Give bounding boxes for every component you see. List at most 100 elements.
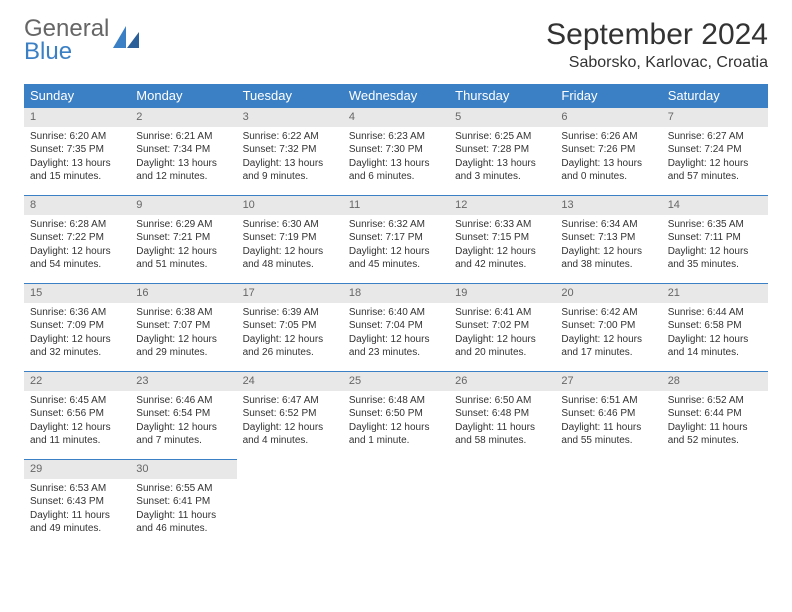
day-details: Sunrise: 6:52 AMSunset: 6:44 PMDaylight:… [662, 391, 768, 454]
daylight-text: Daylight: 12 hours and 42 minutes. [455, 245, 549, 272]
daylight-text: Daylight: 12 hours and 20 minutes. [455, 333, 549, 360]
sunset-text: Sunset: 6:52 PM [243, 407, 337, 421]
daylight-text: Daylight: 13 hours and 12 minutes. [136, 157, 230, 184]
day-number: 27 [555, 371, 661, 391]
sunrise-text: Sunrise: 6:38 AM [136, 306, 230, 320]
day-details: Sunrise: 6:44 AMSunset: 6:58 PMDaylight:… [662, 303, 768, 366]
daylight-text: Daylight: 11 hours and 49 minutes. [30, 509, 124, 536]
weekday-header: Sunday [24, 84, 130, 107]
day-details: Sunrise: 6:26 AMSunset: 7:26 PMDaylight:… [555, 127, 661, 190]
sunrise-text: Sunrise: 6:29 AM [136, 218, 230, 232]
day-number: 17 [237, 283, 343, 303]
sunset-text: Sunset: 7:32 PM [243, 143, 337, 157]
calendar-day-cell: 22Sunrise: 6:45 AMSunset: 6:56 PMDayligh… [24, 371, 130, 459]
sunrise-text: Sunrise: 6:22 AM [243, 130, 337, 144]
sunset-text: Sunset: 7:15 PM [455, 231, 549, 245]
daylight-text: Daylight: 13 hours and 9 minutes. [243, 157, 337, 184]
day-number: 7 [662, 107, 768, 127]
sunset-text: Sunset: 6:54 PM [136, 407, 230, 421]
day-details: Sunrise: 6:41 AMSunset: 7:02 PMDaylight:… [449, 303, 555, 366]
calendar-day-cell: 15Sunrise: 6:36 AMSunset: 7:09 PMDayligh… [24, 283, 130, 371]
weekday-header: Monday [130, 84, 236, 107]
daylight-text: Daylight: 13 hours and 15 minutes. [30, 157, 124, 184]
day-details: Sunrise: 6:27 AMSunset: 7:24 PMDaylight:… [662, 127, 768, 190]
calendar-day-cell: . [662, 459, 768, 547]
calendar-day-cell: 11Sunrise: 6:32 AMSunset: 7:17 PMDayligh… [343, 195, 449, 283]
calendar-day-cell: 14Sunrise: 6:35 AMSunset: 7:11 PMDayligh… [662, 195, 768, 283]
sunset-text: Sunset: 7:05 PM [243, 319, 337, 333]
calendar-day-cell: 27Sunrise: 6:51 AMSunset: 6:46 PMDayligh… [555, 371, 661, 459]
sunrise-text: Sunrise: 6:36 AM [30, 306, 124, 320]
day-details: Sunrise: 6:46 AMSunset: 6:54 PMDaylight:… [130, 391, 236, 454]
day-details: Sunrise: 6:38 AMSunset: 7:07 PMDaylight:… [130, 303, 236, 366]
sunset-text: Sunset: 6:48 PM [455, 407, 549, 421]
day-details: Sunrise: 6:28 AMSunset: 7:22 PMDaylight:… [24, 215, 130, 278]
calendar-day-cell: . [237, 459, 343, 547]
day-details: Sunrise: 6:20 AMSunset: 7:35 PMDaylight:… [24, 127, 130, 190]
sunrise-text: Sunrise: 6:23 AM [349, 130, 443, 144]
sunset-text: Sunset: 6:46 PM [561, 407, 655, 421]
calendar-week-row: 8Sunrise: 6:28 AMSunset: 7:22 PMDaylight… [24, 195, 768, 283]
sunset-text: Sunset: 7:07 PM [136, 319, 230, 333]
day-details: Sunrise: 6:39 AMSunset: 7:05 PMDaylight:… [237, 303, 343, 366]
day-number: 15 [24, 283, 130, 303]
daylight-text: Daylight: 11 hours and 52 minutes. [668, 421, 762, 448]
sunrise-text: Sunrise: 6:41 AM [455, 306, 549, 320]
daylight-text: Daylight: 12 hours and 51 minutes. [136, 245, 230, 272]
day-details: Sunrise: 6:33 AMSunset: 7:15 PMDaylight:… [449, 215, 555, 278]
sunrise-text: Sunrise: 6:45 AM [30, 394, 124, 408]
sunset-text: Sunset: 7:26 PM [561, 143, 655, 157]
sunset-text: Sunset: 7:00 PM [561, 319, 655, 333]
daylight-text: Daylight: 12 hours and 38 minutes. [561, 245, 655, 272]
day-number: 30 [130, 459, 236, 479]
weekday-header: Friday [555, 84, 661, 107]
day-number: 4 [343, 107, 449, 127]
sunset-text: Sunset: 7:28 PM [455, 143, 549, 157]
location-subtitle: Saborsko, Karlovac, Croatia [546, 54, 768, 72]
daylight-text: Daylight: 12 hours and 32 minutes. [30, 333, 124, 360]
day-number: 24 [237, 371, 343, 391]
day-number: 1 [24, 107, 130, 127]
weekday-header: Wednesday [343, 84, 449, 107]
day-details: Sunrise: 6:50 AMSunset: 6:48 PMDaylight:… [449, 391, 555, 454]
sunrise-text: Sunrise: 6:52 AM [668, 394, 762, 408]
sunrise-text: Sunrise: 6:25 AM [455, 130, 549, 144]
daylight-text: Daylight: 12 hours and 14 minutes. [668, 333, 762, 360]
calendar-day-cell: 30Sunrise: 6:55 AMSunset: 6:41 PMDayligh… [130, 459, 236, 547]
calendar-day-cell: 5Sunrise: 6:25 AMSunset: 7:28 PMDaylight… [449, 107, 555, 195]
calendar-day-cell: 16Sunrise: 6:38 AMSunset: 7:07 PMDayligh… [130, 283, 236, 371]
daylight-text: Daylight: 12 hours and 48 minutes. [243, 245, 337, 272]
sunrise-text: Sunrise: 6:21 AM [136, 130, 230, 144]
calendar-day-cell: 2Sunrise: 6:21 AMSunset: 7:34 PMDaylight… [130, 107, 236, 195]
daylight-text: Daylight: 12 hours and 17 minutes. [561, 333, 655, 360]
weekday-header: Tuesday [237, 84, 343, 107]
day-number: 20 [555, 283, 661, 303]
daylight-text: Daylight: 13 hours and 6 minutes. [349, 157, 443, 184]
title-block: September 2024 Saborsko, Karlovac, Croat… [546, 18, 768, 72]
daylight-text: Daylight: 12 hours and 54 minutes. [30, 245, 124, 272]
day-details: Sunrise: 6:22 AMSunset: 7:32 PMDaylight:… [237, 127, 343, 190]
calendar-day-cell: 9Sunrise: 6:29 AMSunset: 7:21 PMDaylight… [130, 195, 236, 283]
sunrise-text: Sunrise: 6:20 AM [30, 130, 124, 144]
sunset-text: Sunset: 7:21 PM [136, 231, 230, 245]
sunset-text: Sunset: 7:17 PM [349, 231, 443, 245]
day-details: Sunrise: 6:32 AMSunset: 7:17 PMDaylight:… [343, 215, 449, 278]
calendar-week-row: 15Sunrise: 6:36 AMSunset: 7:09 PMDayligh… [24, 283, 768, 371]
sunrise-text: Sunrise: 6:27 AM [668, 130, 762, 144]
day-details: Sunrise: 6:47 AMSunset: 6:52 PMDaylight:… [237, 391, 343, 454]
sunrise-text: Sunrise: 6:44 AM [668, 306, 762, 320]
day-details: Sunrise: 6:25 AMSunset: 7:28 PMDaylight:… [449, 127, 555, 190]
calendar-day-cell: 21Sunrise: 6:44 AMSunset: 6:58 PMDayligh… [662, 283, 768, 371]
sunset-text: Sunset: 7:09 PM [30, 319, 124, 333]
calendar-day-cell: 20Sunrise: 6:42 AMSunset: 7:00 PMDayligh… [555, 283, 661, 371]
brand-sail-icon [113, 26, 139, 55]
daylight-text: Daylight: 12 hours and 23 minutes. [349, 333, 443, 360]
sunrise-text: Sunrise: 6:47 AM [243, 394, 337, 408]
day-number: 18 [343, 283, 449, 303]
sunrise-text: Sunrise: 6:53 AM [30, 482, 124, 496]
calendar-day-cell: 25Sunrise: 6:48 AMSunset: 6:50 PMDayligh… [343, 371, 449, 459]
sunset-text: Sunset: 7:22 PM [30, 231, 124, 245]
day-number: 23 [130, 371, 236, 391]
day-number: 28 [662, 371, 768, 391]
day-details: Sunrise: 6:36 AMSunset: 7:09 PMDaylight:… [24, 303, 130, 366]
